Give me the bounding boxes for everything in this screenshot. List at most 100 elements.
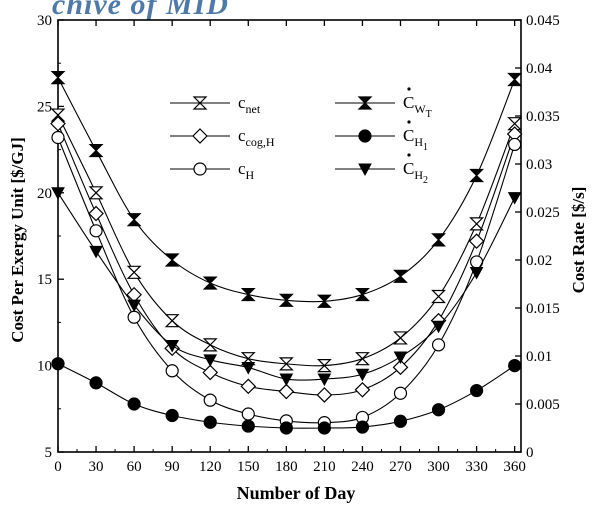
data-point xyxy=(317,373,332,387)
data-point xyxy=(468,233,485,250)
legend-label-main: C xyxy=(403,93,414,112)
data-point xyxy=(127,397,141,411)
legend-item-6: CH2 xyxy=(335,153,428,186)
legend-label-sub2: 2 xyxy=(423,175,428,186)
x-tick-label: 360 xyxy=(503,459,526,475)
data-point xyxy=(89,376,103,390)
data-point xyxy=(165,408,179,423)
data-point xyxy=(50,108,66,122)
legend-label-sub: net xyxy=(246,102,261,116)
data-point xyxy=(241,419,255,433)
watermark-text: chive of MID xyxy=(52,0,229,21)
y-right-tick-label: 0.015 xyxy=(526,301,560,317)
right-axis-ticks: 0 0.005 0.01 0.015 0.02 0.025 0.03 0.035 0.04 0.0… xyxy=(515,13,560,461)
legend-marker xyxy=(192,128,208,144)
series-5 xyxy=(51,357,522,435)
data-point xyxy=(165,339,180,353)
data-point xyxy=(165,364,179,378)
legend-label-sub2: T xyxy=(426,109,432,120)
data-point xyxy=(202,276,218,290)
data-point xyxy=(127,310,141,324)
data-point xyxy=(316,387,333,403)
data-point xyxy=(431,403,446,417)
data-point xyxy=(278,383,295,400)
x-tick-label: 30 xyxy=(89,459,104,475)
data-point xyxy=(50,115,66,132)
y-axis-label-right: Cost Rate [$/s] xyxy=(569,187,588,294)
x-axis-ticks: 0 30 60 90 120 150 180 210 240 270 300 330 360 xyxy=(54,20,526,475)
data-point xyxy=(127,299,141,313)
data-point xyxy=(470,383,484,398)
y-tick-label: 10 xyxy=(37,359,52,375)
y-tick-label: 25 xyxy=(37,99,52,115)
data-point xyxy=(431,320,446,334)
y-right-tick-label: 0.025 xyxy=(526,205,560,221)
data-point xyxy=(316,294,332,308)
data-point xyxy=(240,287,256,302)
data-point xyxy=(508,137,522,152)
legend-marker xyxy=(358,163,372,177)
x-tick-label: 180 xyxy=(275,459,298,475)
series-3 xyxy=(51,130,522,430)
series-line xyxy=(57,114,516,367)
x-tick-label: 300 xyxy=(427,459,450,475)
legend-label: cnet xyxy=(238,93,261,116)
data-point xyxy=(88,186,104,200)
series-line xyxy=(57,192,516,381)
legend-item-4: CWT xyxy=(335,87,432,120)
legend-label: cH xyxy=(238,159,255,182)
series-line xyxy=(57,77,516,303)
legend-label-main: c xyxy=(238,159,246,178)
data-point xyxy=(431,289,446,304)
legend-label: CH1 xyxy=(403,126,428,153)
x-axis-label: Number of Day xyxy=(237,483,356,503)
data-point xyxy=(202,364,219,381)
data-point xyxy=(50,71,66,85)
data-point xyxy=(202,338,218,352)
x-tick-label: 150 xyxy=(237,459,260,475)
data-point xyxy=(393,386,408,400)
legend-marker xyxy=(193,162,207,176)
x-tick-label: 270 xyxy=(389,459,412,475)
data-point xyxy=(240,378,257,395)
data-point xyxy=(507,117,523,131)
legend-dot xyxy=(407,120,411,124)
y-tick-label: 5 xyxy=(45,445,53,461)
x-tick-label: 90 xyxy=(165,459,180,475)
data-point xyxy=(126,265,142,279)
data-point xyxy=(240,352,256,366)
data-point xyxy=(279,421,293,435)
legend-label: ccog,H xyxy=(238,126,275,149)
data-point xyxy=(126,213,142,227)
data-point xyxy=(469,217,485,231)
y-right-tick-label: 0.045 xyxy=(526,13,560,29)
data-point xyxy=(89,224,103,238)
data-point xyxy=(507,72,523,87)
legend-label-sub: H xyxy=(246,168,255,182)
legend-label-main: C xyxy=(403,159,414,178)
data-point xyxy=(88,143,104,158)
y-right-tick-label: 0.03 xyxy=(526,157,552,173)
y-right-tick-label: 0.01 xyxy=(526,349,552,365)
legend-label: CWT xyxy=(403,93,432,120)
data-point xyxy=(317,421,331,435)
series-4 xyxy=(50,71,523,308)
data-point xyxy=(354,287,370,302)
legend-label-sub: H xyxy=(414,168,423,182)
y-right-tick-label: 0.005 xyxy=(526,397,560,413)
y-tick-label: 15 xyxy=(37,272,52,288)
legend-label-sub: H xyxy=(414,135,423,149)
data-point xyxy=(51,357,65,371)
data-point xyxy=(469,266,484,280)
legend-marker xyxy=(358,129,372,143)
legend-label-sub: cog,H xyxy=(246,135,275,149)
data-point xyxy=(508,359,522,373)
data-point xyxy=(469,168,485,183)
data-point xyxy=(164,314,180,328)
legend-marker xyxy=(357,96,373,110)
data-point xyxy=(431,233,446,247)
legend-item-1: cnet xyxy=(170,93,261,116)
y-right-tick-label: 0.02 xyxy=(526,253,552,269)
data-point xyxy=(89,245,103,259)
